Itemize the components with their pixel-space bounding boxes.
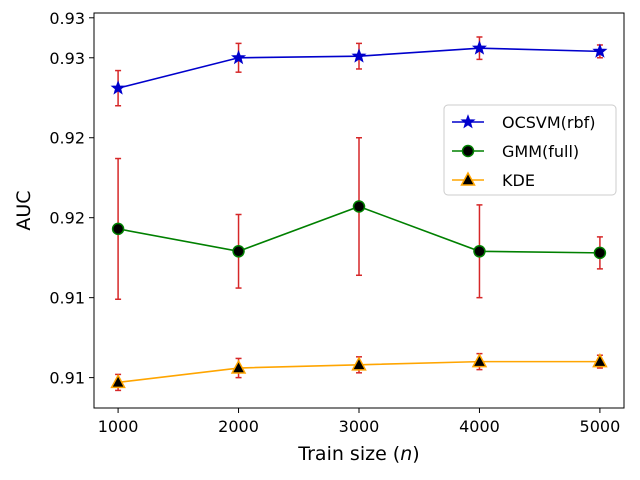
y-tick-label-0: 0.91 [49,369,85,388]
legend-label-1: GMM(full) [502,142,579,161]
series-markers [110,40,608,389]
point-2-2 [351,356,367,371]
point-0-3 [471,40,487,55]
point-2-0 [110,373,126,389]
legend-box [443,104,617,196]
y-tick-label-1: 0.91 [49,289,85,308]
y-tick-label-2: 0.92 [49,209,85,228]
x-tick-label-4: 5000 [580,417,621,436]
x-tick-label-0: 1000 [98,417,139,436]
x-axis-label-end: ) [412,443,419,465]
point-1-0 [111,222,125,236]
axis-ticks: 1000 2000 3000 4000 5000 0.91 0.91 0.92 0.92 0.93… [49,9,620,436]
legend-label-2: KDE [502,171,535,190]
point-2-1 [230,359,247,374]
point-0-0 [110,80,126,95]
point-2-3 [471,353,488,368]
error-bars [115,36,603,392]
y-axis-label: AUC [13,190,35,230]
legend-marker-2 [460,171,476,186]
legend-marker-1 [461,144,475,158]
x-tick-label-3: 4000 [459,417,500,436]
point-0-4 [592,43,608,58]
point-0-2 [351,48,367,63]
x-axis-label-variable: n [400,443,412,465]
x-tick-label-2: 3000 [339,417,380,436]
x-axis-label: Train size (n) [297,443,419,465]
x-axis-label-text: Train size ( [297,443,400,465]
legend-label-0: OCSVM(rbf) [502,113,596,132]
y-tick-label-5: 0.93 [49,9,85,28]
y-tick-label-3: 0.92 [49,129,85,148]
point-1-3 [473,245,486,258]
legend-marker-0 [460,114,476,129]
legend: OCSVM(rbf) GMM(full) KDE [443,104,617,196]
point-2-4 [592,353,608,368]
y-tick-label-4: 0.93 [49,49,85,68]
x-tick-label-1: 2000 [218,417,259,436]
point-1-4 [593,246,607,260]
point-0-1 [231,49,247,65]
point-1-1 [232,245,245,258]
plot-frame [93,12,625,409]
point-1-2 [352,200,366,213]
